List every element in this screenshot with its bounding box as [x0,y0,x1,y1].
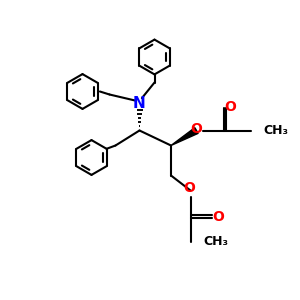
Text: O: O [224,100,236,114]
Text: O: O [183,181,195,195]
Text: O: O [190,122,202,136]
Text: N: N [133,96,146,111]
Text: CH₃: CH₃ [203,235,228,248]
Polygon shape [171,128,198,146]
Text: O: O [212,210,224,224]
Text: CH₃: CH₃ [263,124,288,137]
